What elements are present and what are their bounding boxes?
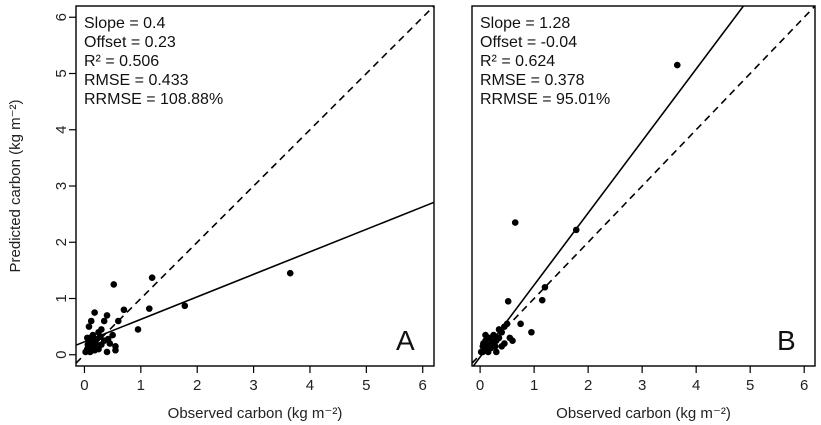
x-axis-label: Observed carbon (kg m⁻²) — [168, 405, 343, 422]
data-point — [479, 348, 487, 356]
data-point — [501, 323, 508, 330]
y-tick-label: 3 — [53, 182, 70, 190]
x-tick-label: 2 — [193, 377, 201, 394]
stat-line: Offset = -0.04 — [480, 34, 577, 51]
x-tick-label: 3 — [249, 377, 257, 394]
panel-a: 0 1 2 3 4 5 6 0 1 2 3 4 5 6 Observed carbon (kg m⁻²) Pr… — [7, 5, 435, 422]
data-point — [484, 348, 492, 356]
data-point — [148, 274, 156, 281]
reference-line — [472, 6, 815, 364]
data-point — [493, 348, 500, 356]
data-point — [541, 283, 549, 291]
data-point — [504, 298, 512, 305]
data-point — [104, 335, 112, 343]
data-point — [491, 343, 499, 350]
x-tick-label: 6 — [419, 377, 427, 394]
y-tick-label: 4 — [53, 126, 70, 134]
stat-line: RMSE = 0.378 — [480, 72, 585, 89]
y-axis-label: Predicted carbon (kg m⁻²) — [7, 100, 24, 273]
x-tick-label: 5 — [362, 377, 370, 394]
x-tick-label: 1 — [530, 377, 538, 394]
panel-b: 0 1 2 3 4 5 6 Observed carbon (kg m⁻²) Slope = 1… — [471, 5, 816, 422]
x-tick-label: 1 — [137, 377, 145, 394]
data-point — [134, 326, 142, 333]
panel-label: A — [396, 325, 415, 356]
stat-line: R² = 0.624 — [480, 53, 555, 70]
data-point — [528, 328, 535, 336]
data-point — [495, 326, 503, 333]
data-point — [110, 281, 118, 288]
x-tick-label: 0 — [80, 377, 88, 394]
data-point — [95, 328, 102, 336]
y-tick-label: 2 — [53, 238, 70, 246]
data-point — [85, 323, 93, 330]
stat-line: RRMSE = 95.01% — [480, 91, 610, 108]
stat-line: Slope = 0.4 — [84, 15, 166, 32]
data-point — [83, 334, 91, 342]
x-tick-label: 2 — [584, 377, 592, 394]
stat-line: Offset = 0.23 — [84, 34, 176, 51]
stat-line: R² = 0.506 — [84, 53, 159, 70]
stat-line: Slope = 1.28 — [480, 15, 570, 32]
y-tick-label: 5 — [53, 69, 70, 77]
data-point — [91, 309, 98, 316]
panel-label: B — [777, 325, 796, 356]
y-tick-label: 0 — [53, 351, 70, 359]
fit-line — [472, 6, 745, 366]
data-point — [538, 296, 546, 304]
data-point — [490, 331, 497, 339]
data-point — [103, 312, 111, 319]
x-tick-label: 4 — [692, 377, 700, 394]
data-point — [572, 226, 580, 234]
data-point — [91, 346, 98, 354]
data-point — [114, 317, 122, 325]
y-tick-label: 6 — [53, 13, 70, 21]
reference-line — [76, 6, 434, 364]
data-point — [495, 334, 503, 342]
y-tick-label: 1 — [53, 294, 70, 302]
data-point — [103, 348, 111, 356]
data-point — [498, 343, 506, 350]
x-tick-label: 5 — [746, 377, 754, 394]
x-axis-label: Observed carbon (kg m⁻²) — [556, 405, 731, 422]
plot-frame — [471, 5, 816, 367]
data-point — [286, 269, 294, 277]
data-point — [511, 219, 519, 226]
fit-line — [76, 201, 434, 346]
data-point — [109, 331, 116, 339]
x-tick-label: 3 — [638, 377, 646, 394]
x-tick-label: 4 — [306, 377, 314, 394]
data-point — [181, 302, 189, 310]
data-point — [145, 305, 153, 312]
data-point — [112, 346, 119, 354]
data-point — [120, 306, 128, 314]
data-point — [100, 317, 108, 325]
data-point — [517, 320, 524, 328]
x-tick-label: 0 — [476, 377, 484, 394]
data-point — [673, 61, 681, 69]
data-point — [509, 337, 516, 344]
stat-line: RMSE = 0.433 — [84, 72, 189, 89]
stat-line: RRMSE = 108.88% — [84, 91, 223, 108]
x-tick-label: 6 — [800, 377, 808, 394]
data-point — [87, 317, 95, 325]
data-point — [482, 331, 489, 339]
